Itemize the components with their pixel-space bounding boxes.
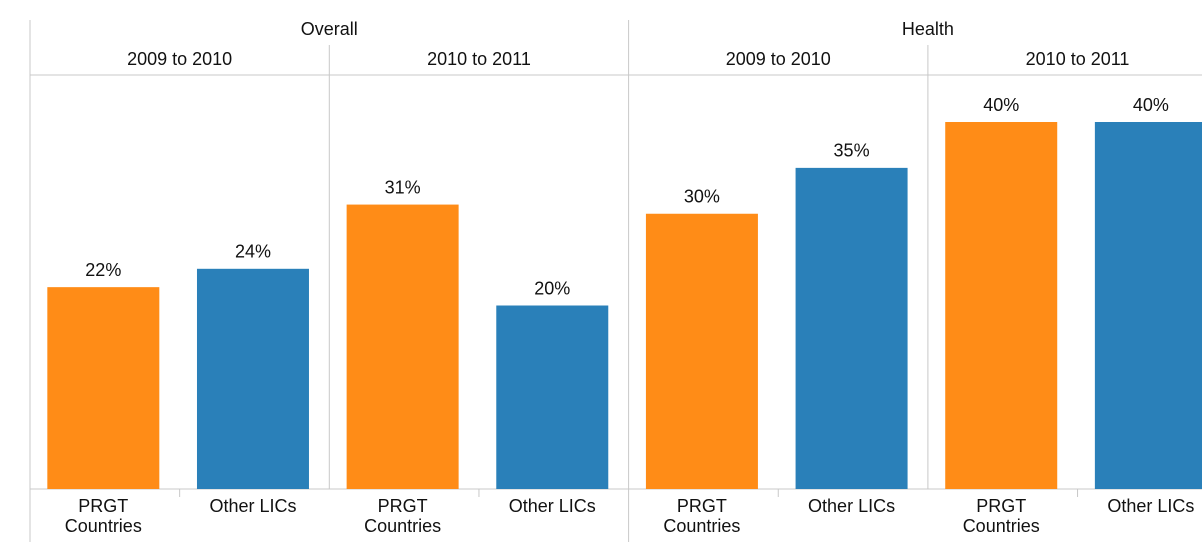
category-label: PRGT Countries (64, 496, 142, 536)
category-label: Other LICs (808, 496, 896, 516)
category-label: PRGT Countries (663, 496, 741, 536)
value-label: 24% (235, 242, 271, 262)
value-label: 30% (684, 187, 720, 207)
group-label: Health (902, 19, 954, 39)
value-label: 31% (385, 177, 421, 197)
bar (645, 213, 758, 489)
value-label: 35% (834, 141, 870, 161)
period-label: 2010 to 2011 (1026, 49, 1130, 69)
period-label: 2009 to 2010 (127, 49, 232, 69)
bar (795, 167, 908, 489)
bar (1094, 122, 1202, 489)
bar (945, 122, 1058, 489)
group-label: Overall (301, 19, 358, 39)
bar (47, 287, 160, 489)
category-label: PRGT Countries (962, 496, 1040, 536)
category-label: PRGT Countries (364, 496, 442, 536)
category-label: Other LICs (209, 496, 297, 516)
value-label: 20% (534, 278, 570, 298)
bar (496, 305, 609, 489)
category-label: Other LICs (508, 496, 596, 516)
value-label: 40% (983, 95, 1019, 115)
bar (346, 204, 459, 489)
value-label: 40% (1133, 95, 1169, 115)
period-label: 2010 to 2011 (427, 49, 531, 69)
bar (196, 268, 309, 489)
value-label: 22% (85, 260, 121, 280)
category-label: Other LICs (1107, 496, 1195, 516)
period-label: 2009 to 2010 (726, 49, 831, 69)
